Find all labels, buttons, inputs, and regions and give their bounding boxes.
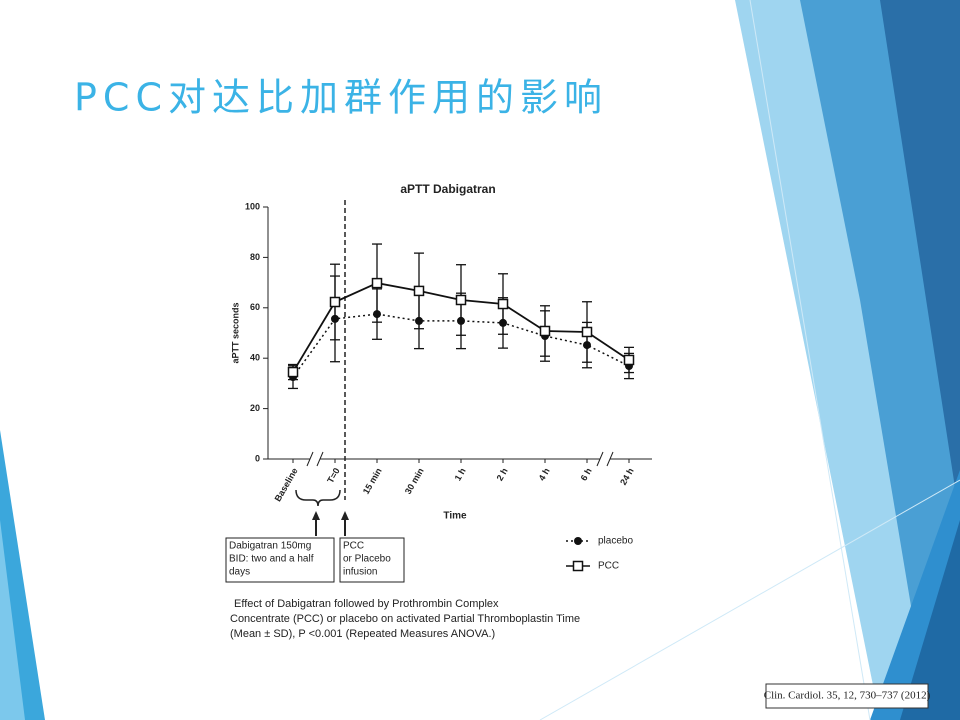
axis-break xyxy=(606,451,614,467)
y-tick-label: 40 xyxy=(250,353,260,363)
citation: Clin. Cardiol. 35, 12, 730–737 (2012) xyxy=(764,690,931,702)
axis-break xyxy=(306,451,314,467)
axis-break xyxy=(596,451,604,467)
y-tick-label: 100 xyxy=(245,201,260,211)
legend-label: placebo xyxy=(598,536,633,547)
annotation-box xyxy=(339,537,405,583)
brace xyxy=(295,489,341,507)
arrow-head xyxy=(312,511,320,520)
caption: (Mean ± SD), P <0.001 (Repeated Measures… xyxy=(230,628,495,640)
caption: Effect of Dabigatran followed by Prothro… xyxy=(234,598,499,610)
annotation-box xyxy=(225,537,335,583)
marker xyxy=(329,296,341,308)
annotation-text: PCC xyxy=(343,541,364,552)
axis-break xyxy=(316,451,324,467)
marker xyxy=(287,366,299,378)
marker xyxy=(497,298,509,310)
x-axis-label: Time xyxy=(443,511,467,522)
annotation-text: Dabigatran 150mg xyxy=(229,541,311,552)
slide-title: PCC对达比加群作用的影响 xyxy=(74,76,608,120)
y-axis-label: aPTT seconds xyxy=(230,302,240,363)
annotation-text: BID: two and a half xyxy=(229,554,314,565)
chart-title: aPTT Dabigatran xyxy=(400,182,495,196)
marker xyxy=(539,325,551,337)
y-tick-label: 20 xyxy=(250,403,260,413)
legend-marker xyxy=(574,537,582,545)
marker xyxy=(623,354,635,366)
legend-label: PCC xyxy=(598,561,619,572)
arrow-head xyxy=(341,511,349,520)
marker xyxy=(413,285,425,297)
marker xyxy=(371,277,383,289)
axis-break xyxy=(600,456,610,462)
y-tick-label: 0 xyxy=(255,453,260,463)
series-line xyxy=(292,313,630,378)
caption: Concentrate (PCC) or placebo on activate… xyxy=(230,613,580,625)
annotation-text: infusion xyxy=(343,567,377,578)
marker xyxy=(581,326,593,338)
legend-marker xyxy=(572,560,584,572)
y-tick-label: 60 xyxy=(250,302,260,312)
y-tick-label: 80 xyxy=(250,252,260,262)
axis-break xyxy=(310,456,320,462)
annotation-text: days xyxy=(229,567,250,578)
annotation-text: or Placebo xyxy=(343,554,391,565)
marker xyxy=(455,294,467,306)
